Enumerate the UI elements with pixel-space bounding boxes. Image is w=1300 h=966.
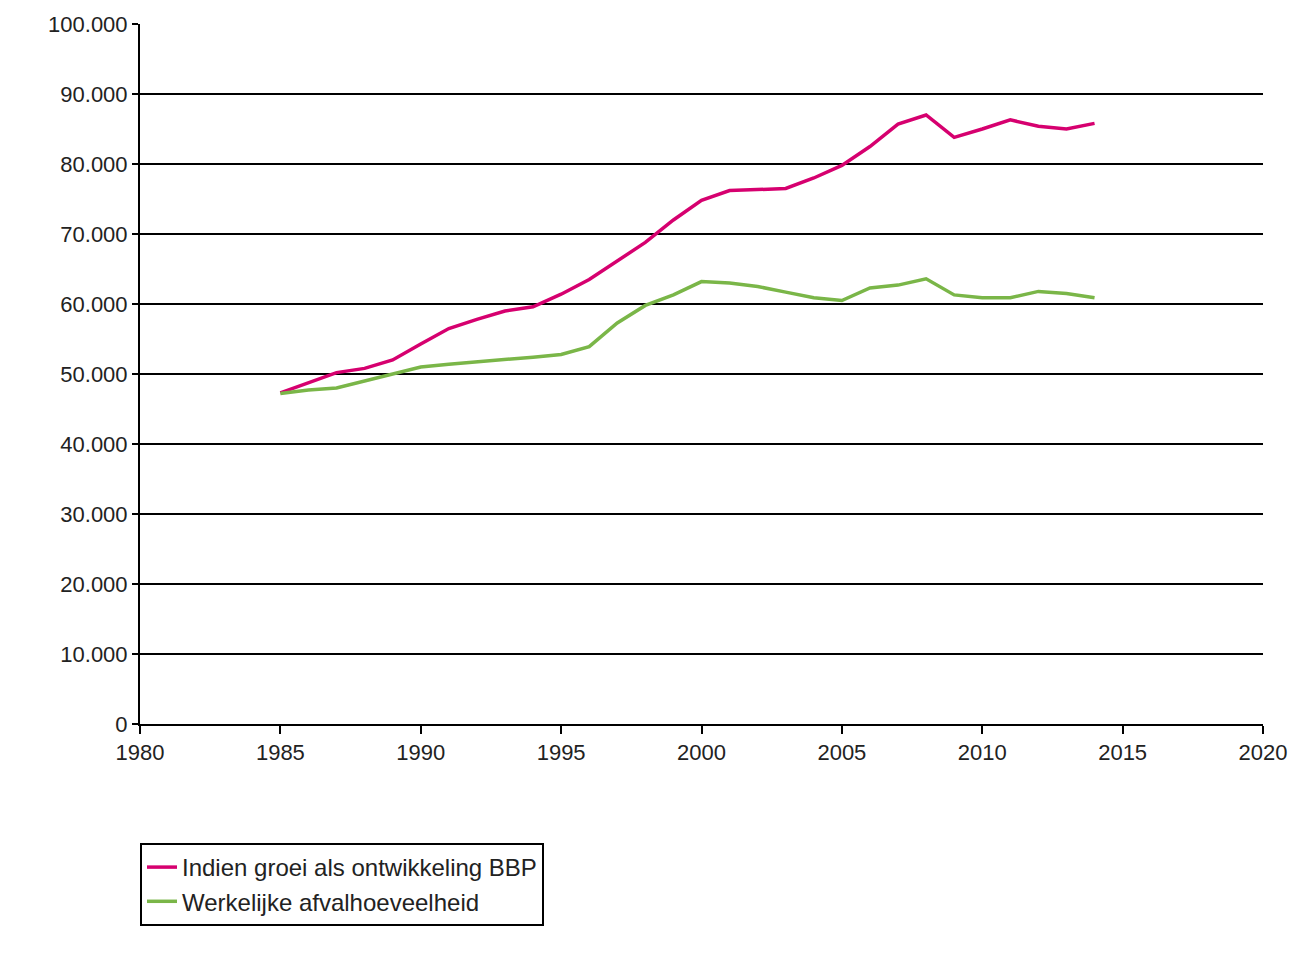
svg-text:20.000: 20.000 — [60, 572, 127, 597]
svg-text:70.000: 70.000 — [60, 222, 127, 247]
svg-text:0: 0 — [115, 712, 127, 737]
svg-text:Werkelijke afvalhoeveelheid: Werkelijke afvalhoeveelheid — [182, 889, 479, 916]
svg-text:90.000: 90.000 — [60, 82, 127, 107]
svg-text:1980: 1980 — [116, 740, 165, 765]
svg-text:2000: 2000 — [677, 740, 726, 765]
svg-text:30.000: 30.000 — [60, 502, 127, 527]
svg-text:100.000: 100.000 — [48, 12, 128, 37]
svg-text:1990: 1990 — [396, 740, 445, 765]
svg-text:50.000: 50.000 — [60, 362, 127, 387]
svg-text:1985: 1985 — [256, 740, 305, 765]
svg-text:10.000: 10.000 — [60, 642, 127, 667]
svg-text:40.000: 40.000 — [60, 432, 127, 457]
svg-text:2005: 2005 — [817, 740, 866, 765]
svg-text:2010: 2010 — [958, 740, 1007, 765]
svg-text:80.000: 80.000 — [60, 152, 127, 177]
svg-text:60.000: 60.000 — [60, 292, 127, 317]
svg-text:Indien groei als ontwikkeling: Indien groei als ontwikkeling BBP — [182, 854, 537, 881]
svg-text:1995: 1995 — [537, 740, 586, 765]
svg-text:2015: 2015 — [1098, 740, 1147, 765]
svg-text:2020: 2020 — [1239, 740, 1288, 765]
